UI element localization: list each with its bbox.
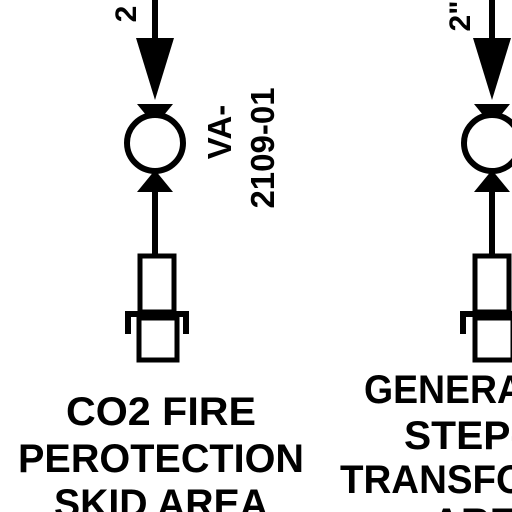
hose-connection-body — [472, 253, 512, 315]
ball-valve-icon — [124, 112, 186, 174]
branch-transformer: 2" GENERA STEP- TRANSFO ARE — [340, 0, 512, 512]
area-label-line3: SKID AREA — [54, 482, 268, 512]
branch-co2: 2 VA- 2109-01 CO2 FIRE PEROTECTION SKID … — [18, 0, 304, 512]
valve-tag-line1: VA- — [201, 105, 238, 159]
area-label-line2: STEP- — [404, 414, 512, 458]
hose-connection-body — [137, 253, 177, 315]
area-label-line2: PEROTECTION — [18, 437, 304, 481]
area-label-line3: TRANSFO — [340, 458, 512, 502]
valve-tag-line2: 2109-01 — [244, 87, 281, 208]
valve-bottom-triangle-icon — [137, 170, 173, 192]
flow-arrow-icon — [473, 38, 511, 100]
area-label-line4: ARE — [432, 501, 512, 512]
coupling-box — [136, 315, 180, 363]
ball-valve-icon — [461, 112, 512, 174]
flange-bracket-icon — [125, 311, 189, 334]
flange-bracket-icon — [460, 311, 512, 334]
area-label-line1: GENERA — [364, 368, 512, 412]
area-label-line1: CO2 FIRE — [66, 390, 256, 434]
coupling-box — [472, 315, 512, 363]
line-size-label: 2 — [110, 6, 143, 23]
valve-bottom-triangle-icon — [474, 170, 510, 192]
line-size-label: 2" — [444, 1, 477, 32]
flow-arrow-icon — [136, 38, 174, 100]
